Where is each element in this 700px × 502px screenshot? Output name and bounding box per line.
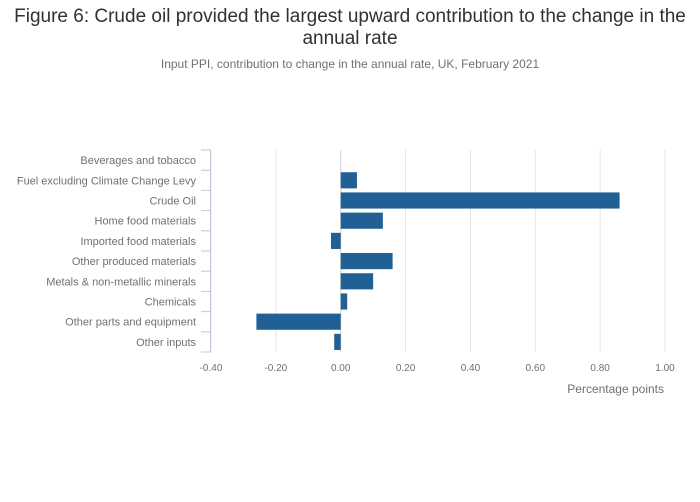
x-tick-label: 0.60: [526, 363, 546, 374]
category-label: Other parts and equipment: [65, 317, 196, 329]
x-tick-label: 0.80: [590, 363, 610, 374]
chart-title: Figure 6: Crude oil provided the largest…: [14, 6, 686, 49]
bar[interactable]: [256, 313, 341, 330]
x-axis-label: Percentage points: [567, 382, 664, 396]
category-label: Metals & non-metallic minerals: [46, 276, 196, 288]
category-label: Imported food materials: [80, 236, 196, 248]
category-label: Crude Oil: [150, 196, 196, 208]
x-tick-label: 0.20: [396, 363, 416, 374]
category-label: Other inputs: [136, 337, 196, 349]
x-tick-label: -0.20: [264, 363, 287, 374]
category-label: Fuel excluding Climate Change Levy: [17, 175, 197, 187]
category-label: Other produced materials: [72, 256, 197, 268]
category-label: Chemicals: [145, 297, 197, 309]
bar[interactable]: [334, 333, 341, 350]
bar[interactable]: [340, 293, 348, 310]
category-label: Beverages and tobacco: [80, 155, 196, 167]
bar[interactable]: [340, 192, 620, 209]
category-label: Home food materials: [95, 216, 197, 228]
bar[interactable]: [340, 212, 383, 229]
x-axis-ticks: -0.40 -0.20 0.00 0.20 0.40 0.60 0.80 1.00: [200, 363, 676, 374]
y-axis: Beverages and tobacco Fuel excluding Clim…: [17, 149, 211, 353]
bars-group: [256, 172, 620, 350]
bar[interactable]: [340, 172, 357, 189]
x-tick-label: 0.40: [461, 363, 481, 374]
bar[interactable]: [330, 232, 341, 249]
x-tick-label: 1.00: [655, 363, 675, 374]
x-tick-label: 0.00: [331, 363, 351, 374]
chart-subtitle: Input PPI, contribution to change in the…: [160, 57, 540, 71]
bar[interactable]: [340, 273, 374, 290]
bar[interactable]: [340, 253, 393, 270]
x-tick-label: -0.40: [200, 363, 223, 374]
